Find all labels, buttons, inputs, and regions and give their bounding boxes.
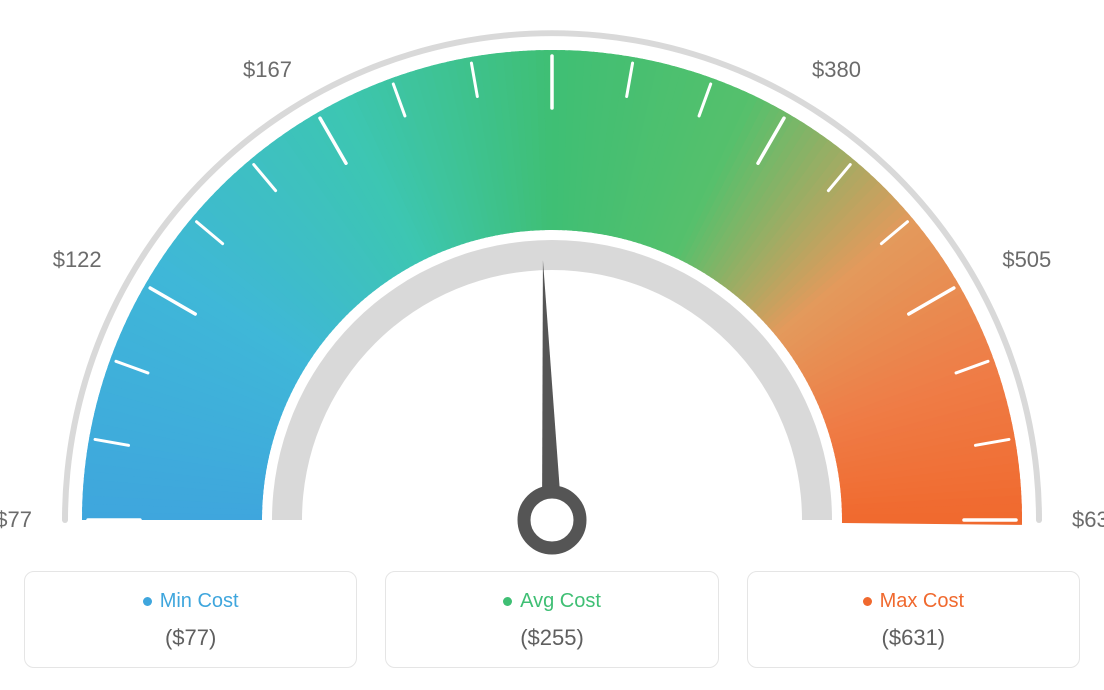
gauge-tick-label: $122 (53, 247, 102, 273)
legend-title-min: Min Cost (143, 590, 239, 613)
legend-title-max: Max Cost (863, 590, 964, 613)
legend-card-avg: Avg Cost ($255) (385, 571, 718, 668)
gauge-svg (0, 0, 1104, 560)
legend-card-min: Min Cost ($77) (24, 571, 357, 668)
legend-dot-avg (503, 597, 512, 606)
legend-label-min: Min Cost (160, 590, 239, 613)
legend-value-min: ($77) (35, 625, 346, 651)
legend-card-max: Max Cost ($631) (747, 571, 1080, 668)
gauge-tick-label: $77 (0, 507, 32, 533)
gauge-tick-label: $505 (1002, 247, 1051, 273)
legend-dot-max (863, 597, 872, 606)
legend-dot-min (143, 597, 152, 606)
cost-gauge-container: $77$122$167$255$380$505$631 Min Cost ($7… (0, 0, 1104, 690)
legend-title-avg: Avg Cost (503, 590, 601, 613)
gauge-tick-label: $167 (243, 57, 292, 83)
legend-value-max: ($631) (758, 625, 1069, 651)
gauge-tick-label: $631 (1072, 507, 1104, 533)
legend-row: Min Cost ($77) Avg Cost ($255) Max Cost … (24, 571, 1080, 668)
legend-label-max: Max Cost (880, 590, 964, 613)
gauge-tick-label: $380 (812, 57, 861, 83)
legend-value-avg: ($255) (396, 625, 707, 651)
gauge-chart: $77$122$167$255$380$505$631 (0, 0, 1104, 560)
legend-label-avg: Avg Cost (520, 590, 601, 613)
